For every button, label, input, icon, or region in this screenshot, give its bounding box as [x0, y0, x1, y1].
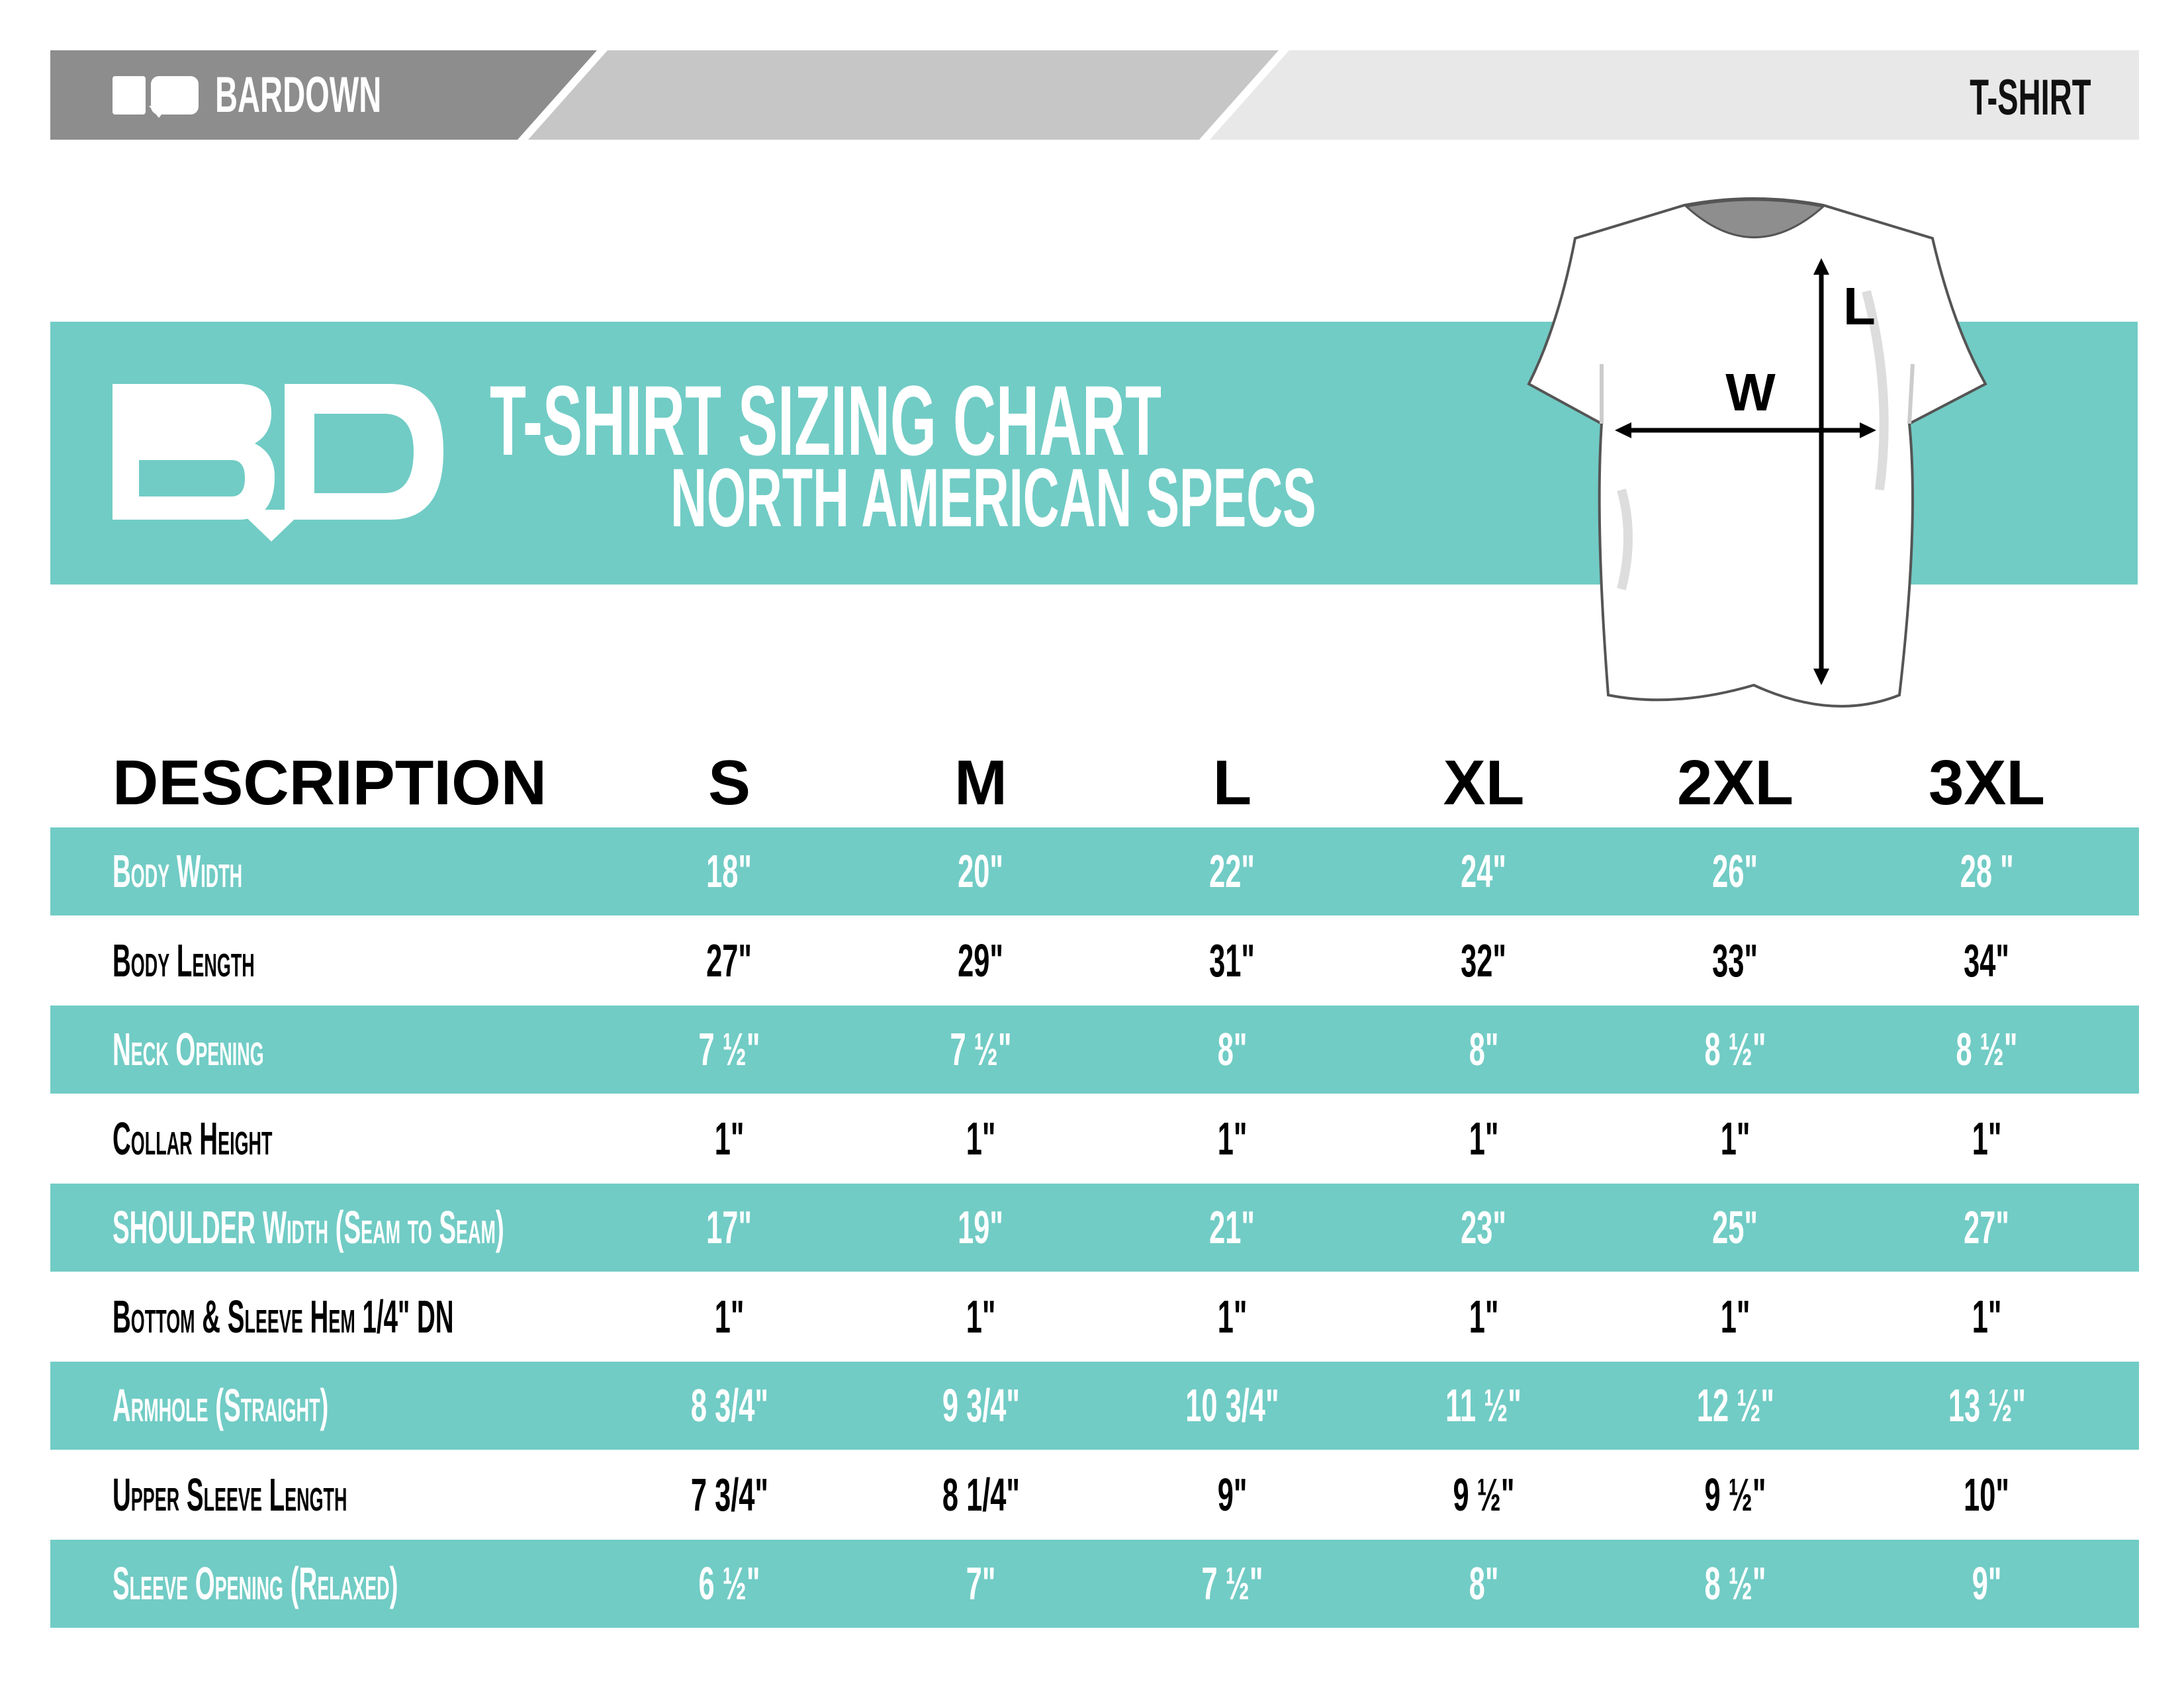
tshirt-diagram: L W [1527, 197, 1987, 708]
size-value: 29" [958, 934, 1004, 986]
row-label: Neck Opening [113, 1023, 264, 1075]
brand-name: BARDOWN [215, 67, 382, 123]
size-value: 10" [1964, 1468, 2010, 1521]
size-value: 27" [706, 934, 752, 986]
table-row: SHOULDER Width (Seam to Seam) 17" 19" 21" 23… [50, 1184, 2139, 1272]
bd-logo-icon: BD [113, 384, 443, 541]
size-value: 19" [958, 1201, 1004, 1253]
size-value: 8 3/4" [690, 1380, 768, 1431]
size-value: 8" [1469, 1023, 1499, 1075]
row-label: Armhole (Straight) [113, 1380, 329, 1431]
size-value: 21" [1209, 1201, 1255, 1253]
size-value: 11 ½" [1445, 1380, 1522, 1431]
size-value: 9 ½" [1453, 1468, 1515, 1521]
column-header-size: XL [1443, 747, 1525, 818]
bardown-logo-small-icon [113, 76, 199, 118]
size-value: 8 1/4" [942, 1468, 1020, 1521]
size-value: 33" [1712, 934, 1758, 986]
row-label: Collar Height [113, 1112, 273, 1164]
column-header-size: M [954, 747, 1007, 818]
size-value: 9" [1972, 1558, 2002, 1609]
size-value: 32" [1461, 934, 1507, 986]
table-row: Bottom & Sleeve Hem 1/4" DN 1" 1" 1" 1" 1" 1" [50, 1272, 2139, 1361]
table-row: Collar Height 1" 1" 1" 1" 1" 1" [50, 1094, 2139, 1183]
size-value: 1" [966, 1112, 996, 1164]
size-value: 1" [714, 1290, 745, 1342]
size-value: 12 ½" [1696, 1380, 1774, 1431]
size-value: 23" [1461, 1201, 1507, 1253]
size-value: 1" [1720, 1112, 1751, 1164]
row-label: Body Width [113, 845, 243, 897]
size-value: 1" [1972, 1112, 2002, 1164]
size-value: 8 ½" [1704, 1558, 1766, 1609]
size-value: 22" [1209, 845, 1255, 897]
size-value: 18" [706, 845, 752, 897]
table-row: Body Width 18" 20" 22" 24" 26" 28 " [50, 827, 2139, 915]
size-value: 1" [966, 1290, 996, 1342]
column-header-size: L [1212, 747, 1252, 818]
table-row: Armhole (Straight) 8 3/4" 9 3/4" 10 3/4" 11 … [50, 1362, 2139, 1450]
size-value: 17" [706, 1201, 752, 1253]
length-label: L [1843, 277, 1876, 336]
size-value: 27" [1964, 1201, 2010, 1253]
size-value: 34" [1964, 934, 2010, 986]
size-value: 8 ½" [1704, 1023, 1766, 1075]
size-value: 6 ½" [698, 1558, 760, 1609]
chart-subtitle: NORTH AMERICAN SPECS [670, 452, 1316, 544]
table-row: Neck Opening 7 ½" 7 ½" 8" 8" 8 ½" 8 ½" [50, 1006, 2139, 1094]
size-value: 1" [1469, 1112, 1499, 1164]
width-label: W [1725, 363, 1776, 422]
size-value: 8 ½" [1956, 1023, 2018, 1075]
size-value: 24" [1461, 845, 1507, 897]
size-value: 7 3/4" [690, 1468, 768, 1521]
size-value: 7" [966, 1558, 996, 1609]
chart-title: T-SHIRT SIZING CHART [490, 365, 1161, 476]
size-value: 1" [1217, 1112, 1248, 1164]
size-value: 9" [1217, 1468, 1248, 1521]
table-row: Upper Sleeve Length 7 3/4" 8 1/4" 9" 9 ½" 9 ½… [50, 1450, 2139, 1539]
row-label: Upper Sleeve Length [113, 1468, 347, 1521]
row-label: SHOULDER Width (Seam to Seam) [113, 1201, 504, 1253]
size-value: 26" [1712, 845, 1758, 897]
size-value: 31" [1209, 934, 1255, 986]
size-value: 1" [714, 1112, 745, 1164]
size-value: 8" [1217, 1023, 1248, 1075]
column-header-size: 3XL [1928, 747, 2046, 818]
product-type: T-SHIRT [1970, 70, 2091, 126]
size-value: 28 " [1960, 845, 2014, 897]
row-label: Sleeve Opening (Relaxed) [113, 1558, 398, 1609]
size-value: 13 ½" [1948, 1380, 2026, 1431]
size-value: 9 ½" [1704, 1468, 1766, 1521]
column-header-description: DESCRIPTION [113, 747, 547, 818]
row-label: Body Length [113, 934, 255, 986]
top-bar-segments [50, 50, 2139, 140]
size-value: 9 3/4" [942, 1380, 1020, 1431]
column-header-size: 2XL [1676, 747, 1794, 818]
row-label: Bottom & Sleeve Hem 1/4" DN [113, 1290, 454, 1342]
column-header-size: S [707, 747, 751, 818]
size-value: 1" [1720, 1290, 1751, 1342]
size-value: 20" [958, 845, 1004, 897]
size-value: 1" [1217, 1290, 1248, 1342]
table-row: Sleeve Opening (Relaxed) 6 ½" 7" 7 ½" 8" 8 ½"… [50, 1540, 2139, 1628]
size-value: 10 3/4" [1185, 1380, 1279, 1431]
size-value: 7 ½" [698, 1023, 760, 1075]
size-value: 8" [1469, 1558, 1499, 1609]
size-value: 1" [1469, 1290, 1499, 1342]
size-value: 7 ½" [1201, 1558, 1263, 1609]
size-value: 25" [1712, 1201, 1758, 1253]
size-value: 7 ½" [950, 1023, 1012, 1075]
table-row: Body Length 27" 29" 31" 32" 33" 34" [50, 916, 2139, 1005]
size-value: 1" [1972, 1290, 2002, 1342]
